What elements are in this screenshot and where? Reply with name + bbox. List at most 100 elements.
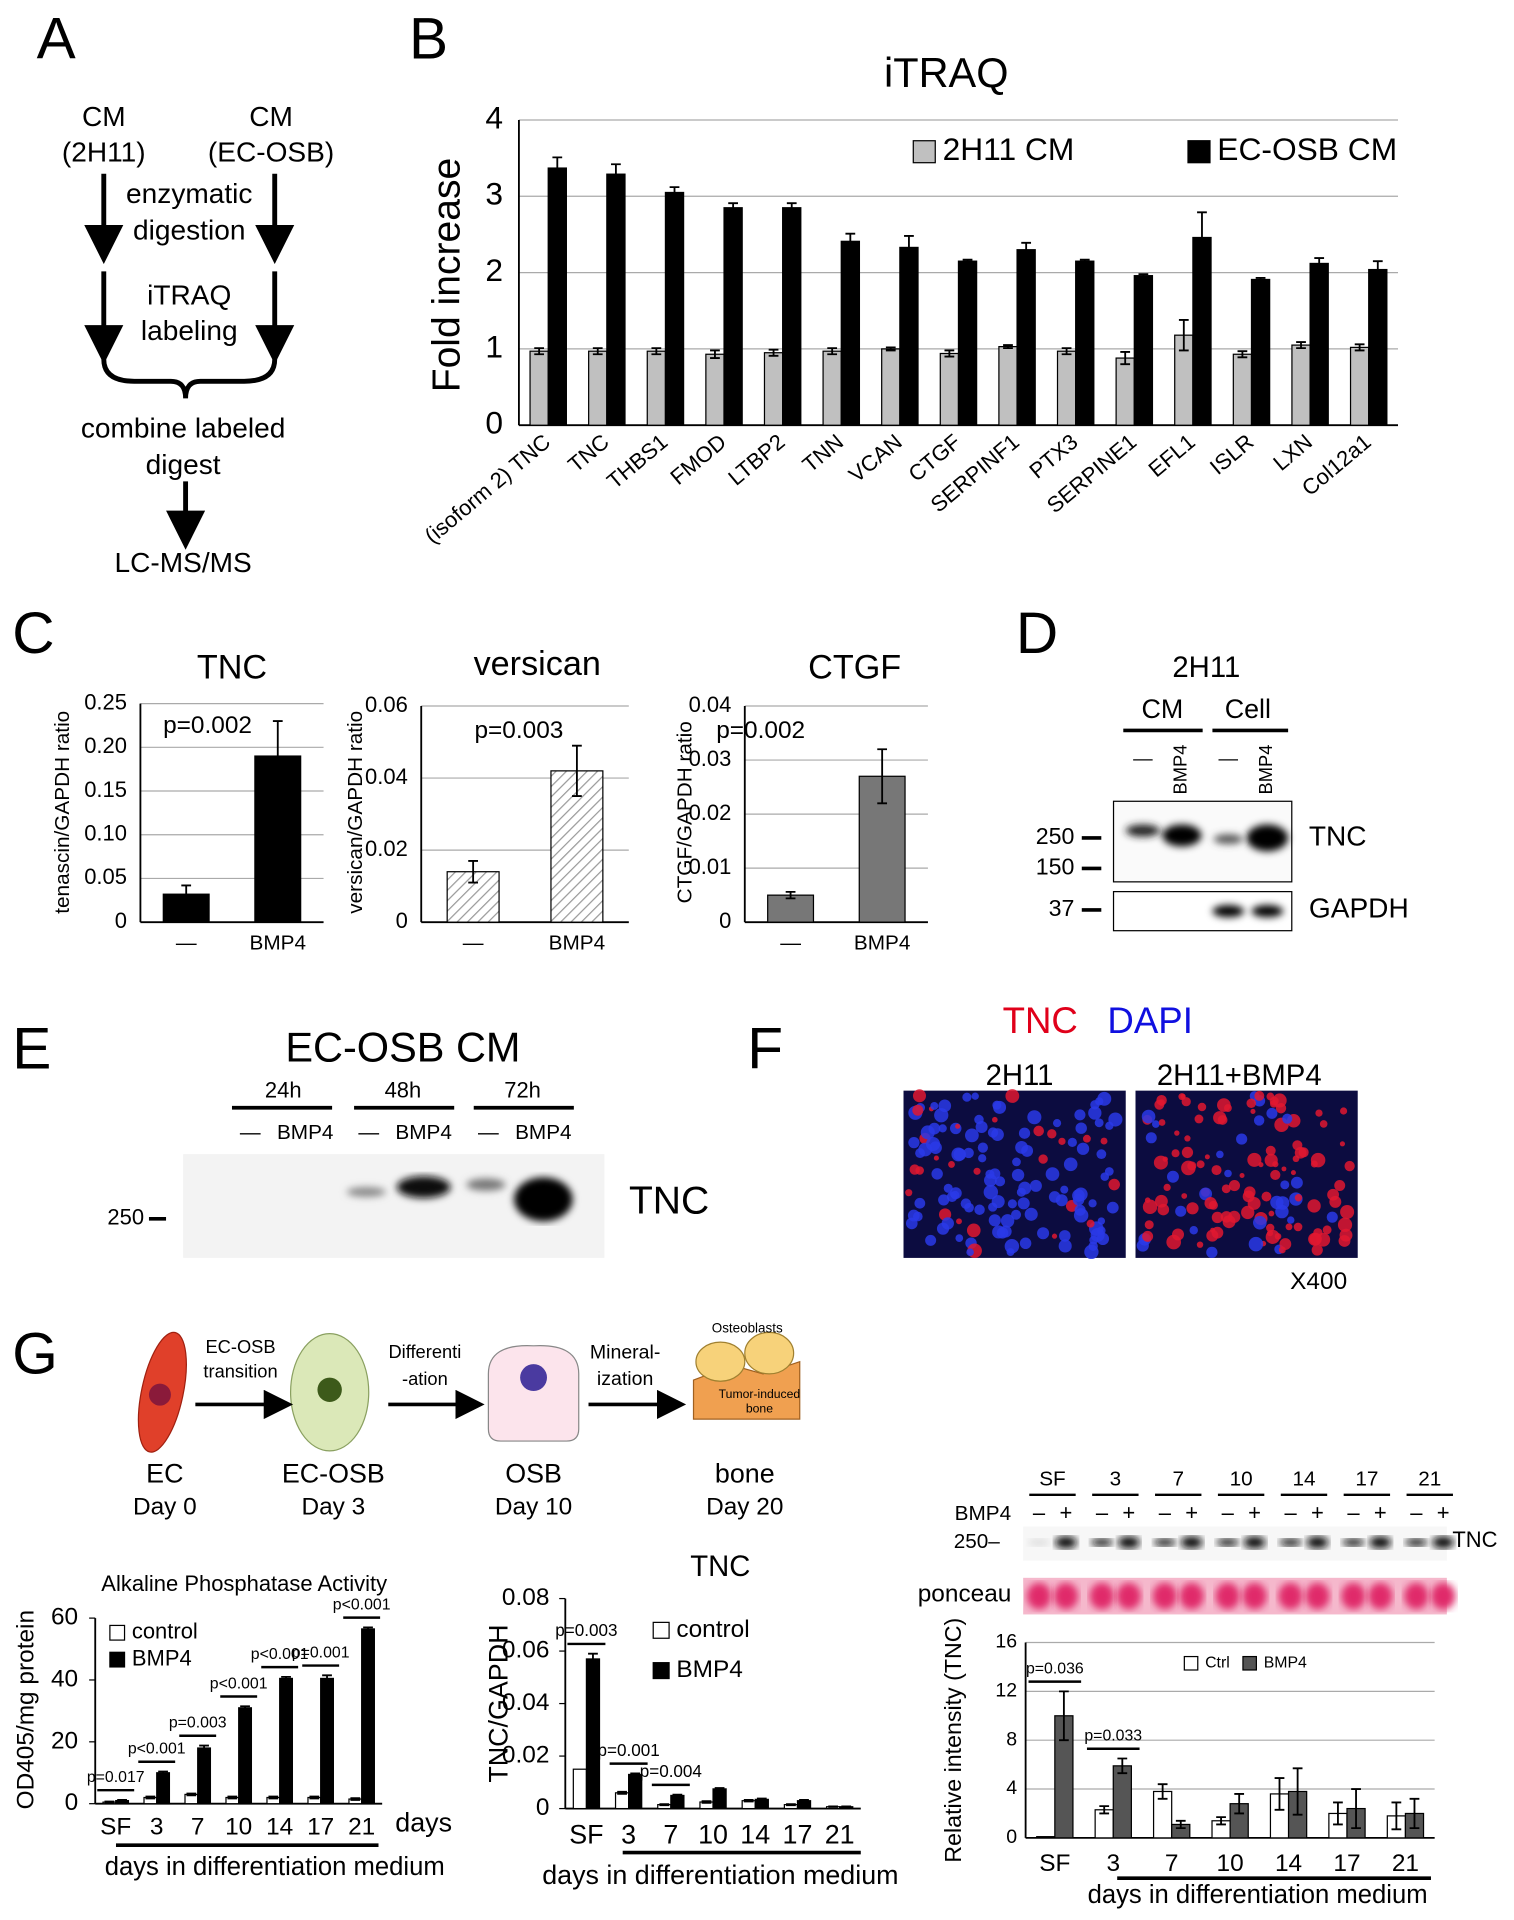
- panel-d: 2H11 CM Cell — BMP4 — BMP4 250 150 37 TN…: [1036, 651, 1409, 932]
- nucleus: [148, 1383, 171, 1406]
- y-tick-label: 60: [51, 1604, 78, 1631]
- cell-dot: [1293, 1222, 1303, 1232]
- cell-osb: [487, 1345, 580, 1442]
- bar: [763, 352, 784, 426]
- x-axis-title: days in differentiation medium: [1088, 1881, 1428, 1909]
- cell-dot: [962, 1092, 972, 1102]
- error-bar: [1372, 260, 1383, 279]
- lane-label: —: [240, 1121, 261, 1144]
- error-bar: [1175, 1819, 1186, 1830]
- y-tick-label: 0: [485, 405, 503, 441]
- cell-dot: [1038, 1154, 1048, 1164]
- bar: [1133, 275, 1154, 426]
- error-bar: [1292, 1767, 1303, 1816]
- error-bar: [1021, 241, 1032, 258]
- stage-day: Day 20: [706, 1494, 783, 1521]
- image-label: 2H11+BMP4: [1157, 1059, 1322, 1092]
- stage-day: Day 10: [495, 1494, 572, 1521]
- cell-dot: [1108, 1178, 1120, 1191]
- cell-dot: [1228, 1180, 1241, 1192]
- y-tick-label: 0.05: [84, 864, 127, 889]
- error-bar: [227, 1795, 238, 1800]
- bar: [606, 173, 626, 426]
- y-tick-label: 40: [51, 1665, 78, 1692]
- flow-text: combine labeled: [81, 413, 285, 444]
- x-tick-label: 7: [191, 1814, 205, 1841]
- error-bar: [651, 347, 662, 356]
- legend-swatch: [652, 1621, 670, 1639]
- error-bar: [240, 1705, 250, 1711]
- cell-dot: [1088, 1106, 1102, 1120]
- cell-dot: [1196, 1160, 1205, 1169]
- error-bar: [592, 347, 603, 356]
- error-bar: [1274, 1777, 1285, 1811]
- cell-dot: [1298, 1147, 1309, 1158]
- cell-dot: [1075, 1122, 1087, 1134]
- error-bar: [1120, 351, 1131, 366]
- scheme-label: bone: [746, 1402, 773, 1416]
- legend-swatch: [1242, 1655, 1257, 1671]
- cell-dot: [1319, 1120, 1328, 1128]
- panel-e: EC-OSB CM 24h 48h 72h — BMP4 — BMP4 — BM…: [107, 1023, 709, 1258]
- cell-dot: [915, 1166, 924, 1175]
- y-tick-label: 0: [1006, 1826, 1017, 1848]
- p-value: p=0.036: [1026, 1661, 1084, 1678]
- cell-dot: [1211, 1165, 1222, 1176]
- cell-dot: [1060, 1185, 1069, 1194]
- sign-label: –: [1410, 1500, 1423, 1525]
- transition-label: ization: [597, 1368, 653, 1390]
- y-axis-title: tenascin/GAPDH ratio: [51, 711, 74, 914]
- flow-text: CM: [249, 101, 293, 132]
- lane-label: BMP4: [277, 1121, 334, 1144]
- ponceau-band: [1116, 1582, 1141, 1610]
- micrograph-cells: [905, 1089, 1355, 1260]
- cell-dot: [1248, 1236, 1264, 1252]
- x-tick-label: BMP4: [549, 932, 606, 955]
- cell-dot: [1282, 1113, 1293, 1124]
- x-tick-label: TNN: [798, 429, 849, 477]
- p-value: p=0.002: [163, 712, 252, 739]
- error-bar: [552, 156, 563, 180]
- cell-dot: [1144, 1220, 1154, 1230]
- legend-swatch: [1183, 1655, 1199, 1671]
- cell-dot: [938, 1194, 950, 1206]
- bar: [1075, 260, 1095, 426]
- error-bar: [181, 884, 192, 904]
- error-bar: [1099, 1805, 1110, 1815]
- sign-label: +: [1248, 1500, 1261, 1525]
- y-tick-label: 0.08: [502, 1584, 550, 1611]
- cell-dot: [946, 1191, 958, 1203]
- error-bar: [1409, 1797, 1420, 1830]
- cell-dot: [1082, 1134, 1091, 1143]
- x-tick-label: SF: [569, 1820, 603, 1850]
- bar: [723, 207, 743, 426]
- sign-label: +: [1122, 1500, 1135, 1525]
- cell-dot: [992, 1225, 1006, 1239]
- cell-dot: [983, 1184, 999, 1200]
- group-label: 10: [1230, 1468, 1253, 1491]
- bar: [1036, 1836, 1056, 1839]
- bar: [529, 350, 549, 426]
- group-label: 21: [1418, 1468, 1441, 1491]
- cell-dot: [1211, 1211, 1224, 1224]
- time-label: 72h: [504, 1078, 541, 1103]
- band: [1153, 1538, 1176, 1547]
- error-bar: [714, 1787, 725, 1791]
- flow-text: iTRAQ: [147, 279, 231, 310]
- y-tick-label: 0.02: [502, 1742, 550, 1769]
- cell-dot: [1266, 1223, 1275, 1233]
- flow-arrows: [84, 173, 295, 550]
- error-bar: [743, 1799, 754, 1803]
- panel-letter: F: [747, 1016, 783, 1081]
- bar: [782, 207, 802, 426]
- cell-dot: [966, 1248, 974, 1257]
- sign-label: –: [1096, 1500, 1109, 1525]
- band: [1405, 1538, 1428, 1547]
- stain-label: TNC: [1003, 1000, 1078, 1041]
- group-label: CM: [1141, 694, 1183, 724]
- cell-dot: [1171, 1149, 1180, 1158]
- cell-dot: [1239, 1173, 1245, 1179]
- cell-dot: [1059, 1230, 1071, 1242]
- x-tick-label: 7: [663, 1820, 678, 1850]
- cell-dot: [975, 1121, 988, 1134]
